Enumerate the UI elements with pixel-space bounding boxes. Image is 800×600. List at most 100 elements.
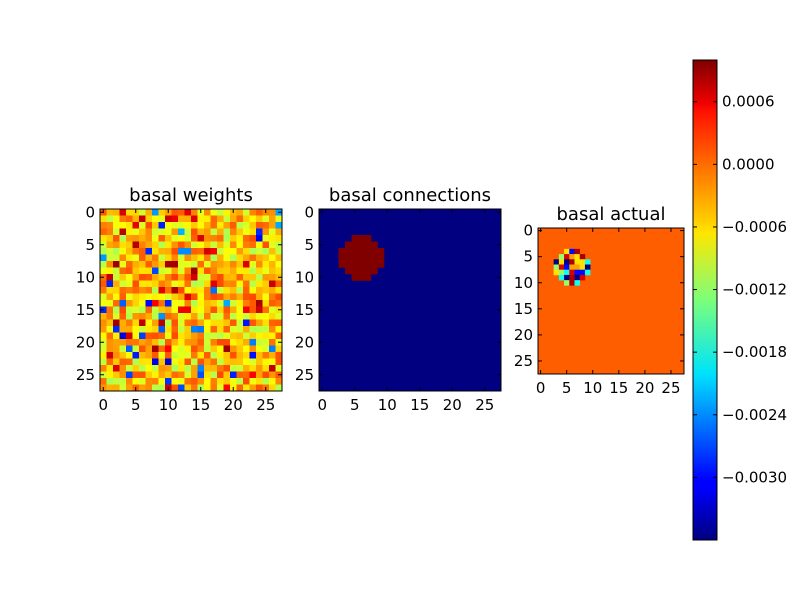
heatmap-cell: [106, 267, 114, 275]
heatmap-cell: [223, 235, 231, 242]
heatmap-cell: [145, 352, 153, 359]
heatmap-cell: [178, 293, 185, 301]
heatmap-cell: [171, 228, 179, 236]
x-tick-label: 25: [256, 396, 275, 414]
heatmap-cell: [223, 280, 231, 288]
heatmap-cell: [178, 215, 185, 223]
heatmap-cell: [100, 287, 107, 294]
heatmap-cell: [152, 209, 159, 216]
heatmap-cell: [236, 378, 244, 385]
heatmap-cell: [574, 274, 581, 281]
heatmap-cell: [165, 261, 172, 268]
heatmap-cell: [579, 274, 586, 281]
heatmap-cell: [569, 274, 575, 281]
heatmap-cell: [100, 358, 107, 366]
heatmap-cell: [217, 352, 224, 359]
heatmap-cell: [256, 274, 263, 281]
heatmap-cell: [158, 384, 166, 392]
heatmap-cell: [210, 384, 218, 392]
heatmap-cell: [249, 384, 257, 392]
heatmap-cell: [230, 358, 237, 366]
heatmap-cell: [132, 287, 140, 294]
heatmap-cell: [132, 339, 140, 346]
heatmap-cell: [243, 228, 250, 236]
heatmap-cell: [139, 280, 146, 288]
heatmap-cell: [100, 300, 107, 307]
heatmap-cell: [171, 326, 179, 333]
heatmap-cell: [243, 326, 250, 333]
heatmap-cell: [249, 319, 257, 327]
heatmap-cell: [210, 280, 218, 288]
heatmap-cell: [139, 313, 146, 320]
heatmap-cell: [100, 326, 107, 333]
heatmap-cell: [152, 254, 159, 262]
heatmap-cell: [158, 319, 166, 327]
heatmap-cell: [184, 371, 192, 379]
heatmap-cell: [158, 332, 166, 340]
heatmap-cell: [191, 222, 198, 229]
heatmap-cell: [217, 332, 224, 340]
heatmap-cell: [243, 293, 250, 301]
heatmap-cell: [165, 339, 172, 346]
heatmap-cell: [262, 332, 270, 340]
heatmap-cell: [191, 313, 198, 320]
heatmap-cell: [256, 352, 263, 359]
x-tick-label: 15: [609, 379, 628, 397]
heatmap-cell: [197, 358, 205, 366]
heatmap-cell: [191, 280, 198, 288]
heatmap-cell: [119, 222, 127, 229]
heatmap-cell: [197, 306, 205, 314]
heatmap-cell: [152, 365, 159, 372]
heatmap-cell: [158, 306, 166, 314]
heatmap-cell: [113, 326, 120, 333]
heatmap-cell: [145, 261, 153, 268]
heatmap-cell: [119, 378, 127, 385]
heatmap-cell: [126, 371, 133, 379]
heatmap-cell: [236, 371, 244, 379]
heatmap-cell: [132, 248, 140, 255]
heatmap-cell: [269, 261, 276, 268]
heatmap-cell: [345, 241, 352, 249]
heatmap-cell: [236, 352, 244, 359]
heatmap-cell: [165, 248, 172, 255]
heatmap-cell: [106, 326, 114, 333]
heatmap-cell: [132, 358, 140, 366]
heatmap-cell: [269, 287, 276, 294]
heatmap-cell: [184, 209, 192, 216]
heatmap-cell: [256, 215, 263, 223]
heatmap-cell: [223, 371, 231, 379]
heatmap-cell: [204, 222, 211, 229]
heatmap-cell: [113, 339, 120, 346]
heatmap-cell: [269, 235, 276, 242]
heatmap-cell: [197, 267, 205, 275]
heatmap-cell: [351, 267, 359, 275]
heatmap-cell: [191, 326, 198, 333]
heatmap-cell: [371, 267, 378, 275]
heatmap-cell: [230, 313, 237, 320]
heatmap-background: [538, 228, 684, 374]
heatmap-cell: [197, 274, 205, 281]
heatmap-cell: [152, 287, 159, 294]
heatmap-cell: [165, 358, 172, 366]
colorbar-tick-label: 0.0006: [722, 93, 775, 111]
heatmap-cell: [256, 293, 263, 301]
heatmap-cell: [249, 358, 257, 366]
heatmap-cell: [262, 365, 270, 372]
y-tick-label: 10: [514, 274, 533, 292]
heatmap-cell: [106, 293, 114, 301]
heatmap-cell: [119, 384, 127, 392]
heatmap-cell: [243, 365, 250, 372]
heatmap-cell: [191, 352, 198, 359]
heatmap-cell: [171, 209, 179, 216]
heatmap-cell: [210, 378, 218, 385]
heatmap-cell: [158, 261, 166, 268]
heatmap-cell: [100, 215, 107, 223]
heatmap-cell: [113, 261, 120, 268]
heatmap-cell: [126, 241, 133, 249]
heatmap-cell: [269, 306, 276, 314]
heatmap-cell: [139, 332, 146, 340]
heatmap-cell: [106, 313, 114, 320]
heatmap-cell: [574, 248, 581, 255]
heatmap-cell: [184, 287, 192, 294]
